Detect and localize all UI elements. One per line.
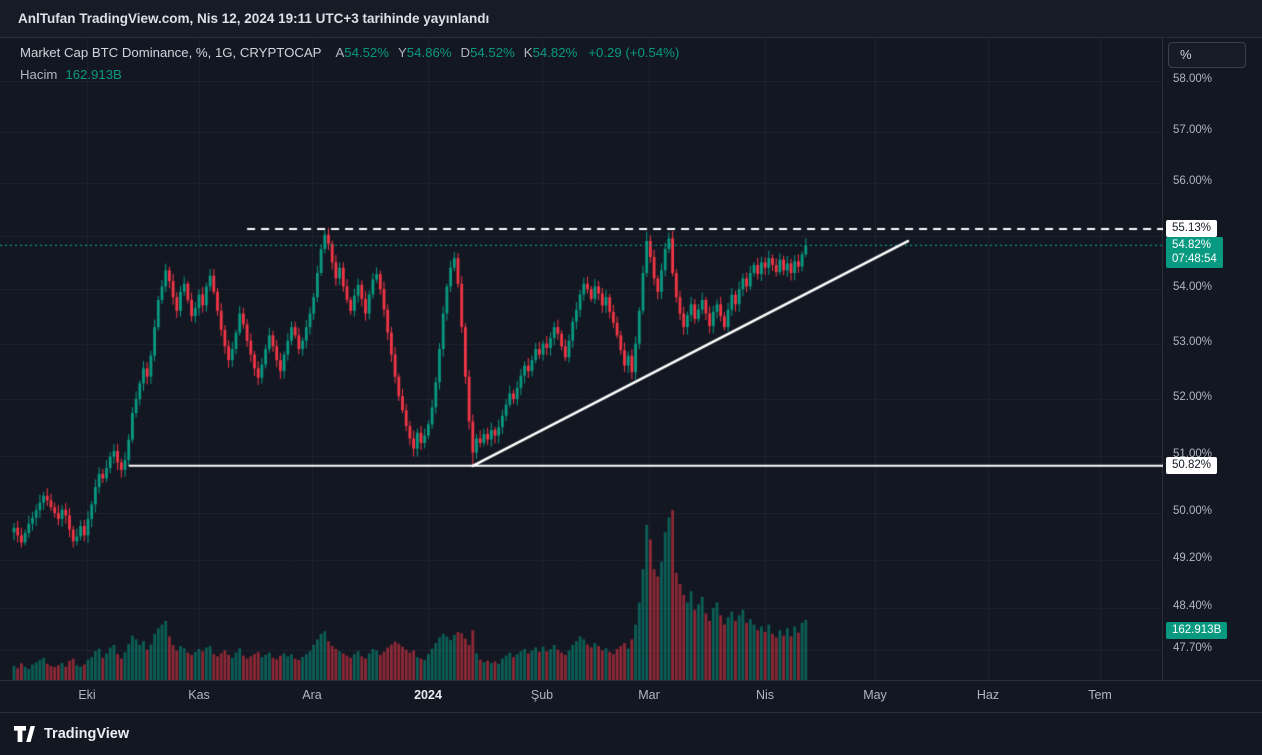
publish-info: AnlTufan TradingView.com, Nis 12, 2024 1…: [18, 11, 490, 26]
ohlc-low: D54.52%: [460, 45, 515, 60]
volume-value: 162.913B: [65, 67, 122, 82]
current-price-label: 54.82% 07:48:54: [1166, 237, 1223, 269]
price-tick: 50.00%: [1173, 505, 1213, 518]
ohlc-values: A54.52% Y54.86% D54.52% K54.82%: [335, 45, 586, 60]
bar-countdown: 07:48:54: [1172, 253, 1217, 266]
price-tick: 53.00%: [1173, 335, 1213, 348]
ohlc-high: Y54.86%: [398, 45, 452, 60]
time-label-kas: Kas: [188, 688, 210, 702]
time-label-mar: Mar: [638, 688, 660, 702]
time-label-may: May: [863, 688, 887, 702]
price-scale-unit-button[interactable]: %: [1168, 42, 1246, 68]
chart-area[interactable]: Market Cap BTC Dominance, %, 1G, CRYPTOC…: [0, 38, 1163, 680]
price-tick: 54.00%: [1173, 281, 1213, 294]
price-level-label: 50.82%: [1166, 456, 1218, 474]
time-label-2024: 2024: [414, 688, 442, 702]
volume-label[interactable]: Hacim: [20, 67, 58, 82]
time-label-haz: Haz: [976, 688, 1000, 702]
change-value: +0.29 (+0.54%): [588, 45, 680, 60]
legend-row-main: Market Cap BTC Dominance, %, 1G, CRYPTOC…: [20, 45, 679, 60]
time-label-tem: Tem: [1088, 688, 1112, 702]
time-label-şub: Şub: [530, 688, 554, 702]
price-scale[interactable]: % 58.00% 57.00% 56.00% 54.00% 53.00% 52.00% 51…: [1164, 38, 1262, 680]
footer: TradingView: [0, 712, 1262, 755]
price-level-label: 55.13%: [1166, 219, 1218, 237]
time-scale[interactable]: Eki Kas Ara 2024 Şub Mar Nis May Haz Tem: [0, 680, 1262, 712]
price-tick: 48.40%: [1173, 599, 1213, 612]
legend: Market Cap BTC Dominance, %, 1G, CRYPTOC…: [20, 45, 679, 89]
publish-header: AnlTufan TradingView.com, Nis 12, 2024 1…: [0, 0, 1262, 38]
price-tick: 51.00%: [1173, 447, 1213, 460]
price-tick: 49.20%: [1173, 552, 1213, 565]
price-tick: 58.00%: [1173, 73, 1213, 86]
time-label-nis: Nis: [755, 688, 775, 702]
time-label-eki: Eki: [78, 688, 96, 702]
symbol-title[interactable]: Market Cap BTC Dominance, %, 1G, CRYPTOC…: [20, 45, 322, 60]
ohlc-close: K54.82%: [523, 45, 578, 60]
tradingview-logo-icon[interactable]: [14, 725, 35, 743]
price-tick: 52.00%: [1173, 390, 1213, 403]
price-tick: 57.00%: [1173, 123, 1213, 136]
tradingview-brand[interactable]: TradingView: [44, 726, 130, 742]
time-label-ara: Ara: [302, 688, 322, 702]
volume-value-label: 162.913B: [1166, 621, 1228, 639]
price-tick: 56.00%: [1173, 175, 1213, 188]
legend-row-volume: Hacim 162.913B: [20, 67, 679, 82]
ohlc-open: A54.52%: [335, 45, 389, 60]
price-tick: 47.70%: [1173, 642, 1213, 655]
price-chart-canvas[interactable]: [0, 38, 1163, 680]
